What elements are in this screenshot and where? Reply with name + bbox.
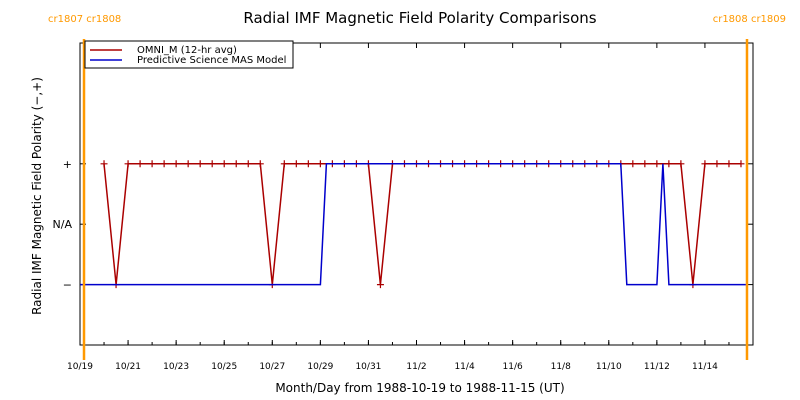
carrington-rotation-label: cr1807 cr1808 <box>48 14 121 25</box>
data-point <box>292 160 300 168</box>
data-point <box>100 160 108 168</box>
carrington-rotation-labels: cr1807 cr1808 cr1808 cr1809 <box>48 14 786 25</box>
x-tick-label: 11/6 <box>503 362 523 372</box>
data-point <box>701 160 709 168</box>
x-tick-label: 10/31 <box>355 362 381 372</box>
series-line-mas <box>80 163 747 286</box>
x-axis-label: Month/Day from 1988-10-19 to 1988-11-15 … <box>275 381 564 395</box>
data-point <box>256 160 264 168</box>
legend-label-omni: OMNI_M (12-hr avg) <box>137 45 237 56</box>
data-point <box>677 160 685 168</box>
legend-box <box>84 40 294 69</box>
x-tick-label: 10/27 <box>259 362 285 372</box>
carrington-rotation-label: cr1808 cr1809 <box>713 14 786 25</box>
data-point <box>304 160 312 168</box>
y-tick-label: − <box>63 279 72 292</box>
data-point <box>713 160 721 168</box>
x-tick-label: 10/19 <box>67 362 93 372</box>
data-point <box>665 160 673 168</box>
data-point <box>160 160 168 168</box>
data-point <box>316 160 324 168</box>
data-point <box>232 160 240 168</box>
data-point <box>148 160 156 168</box>
data-point <box>196 160 204 168</box>
data-point <box>184 160 192 168</box>
series-line-omni <box>103 163 741 285</box>
y-axis: − N/A + <box>53 158 753 292</box>
data-point <box>244 160 252 168</box>
x-tick-label: 10/23 <box>163 362 189 372</box>
x-tick-label: 10/29 <box>307 362 333 372</box>
data-point <box>653 160 661 168</box>
legend: OMNI_M (12-hr avg) Predictive Science MA… <box>84 40 294 69</box>
x-tick-label: 11/2 <box>406 362 426 372</box>
x-tick-label: 11/10 <box>596 362 622 372</box>
data-point <box>376 281 384 289</box>
x-tick-label: 11/4 <box>454 362 474 372</box>
data-point <box>136 160 144 168</box>
x-tick-label: 11/14 <box>692 362 718 372</box>
x-tick-label: 10/25 <box>211 362 237 372</box>
plot-frame <box>79 42 754 346</box>
x-tick-label: 11/8 <box>551 362 571 372</box>
data-point <box>737 160 745 168</box>
series-layer <box>80 160 747 289</box>
data-point <box>124 160 132 168</box>
data-point <box>220 160 228 168</box>
y-axis-label: Radial IMF Magnetic Field Polarity (−,+) <box>30 77 44 315</box>
data-point <box>172 160 180 168</box>
rotation-boundary-lines <box>82 39 749 360</box>
data-point <box>725 160 733 168</box>
data-point <box>208 160 216 168</box>
data-point <box>280 160 288 168</box>
y-tick-label: + <box>63 158 72 171</box>
y-tick-label: N/A <box>53 218 73 231</box>
data-point <box>641 160 649 168</box>
data-point <box>629 160 637 168</box>
x-axis: 10/19 10/21 10/23 10/25 10/27 10/29 10/31 11/2 1… <box>67 43 754 372</box>
x-tick-label: 11/12 <box>644 362 670 372</box>
x-tick-label: 10/21 <box>115 362 141 372</box>
chart-title: Radial IMF Magnetic Field Polarity Compa… <box>243 9 596 27</box>
legend-label-mas: Predictive Science MAS Model <box>137 55 286 66</box>
